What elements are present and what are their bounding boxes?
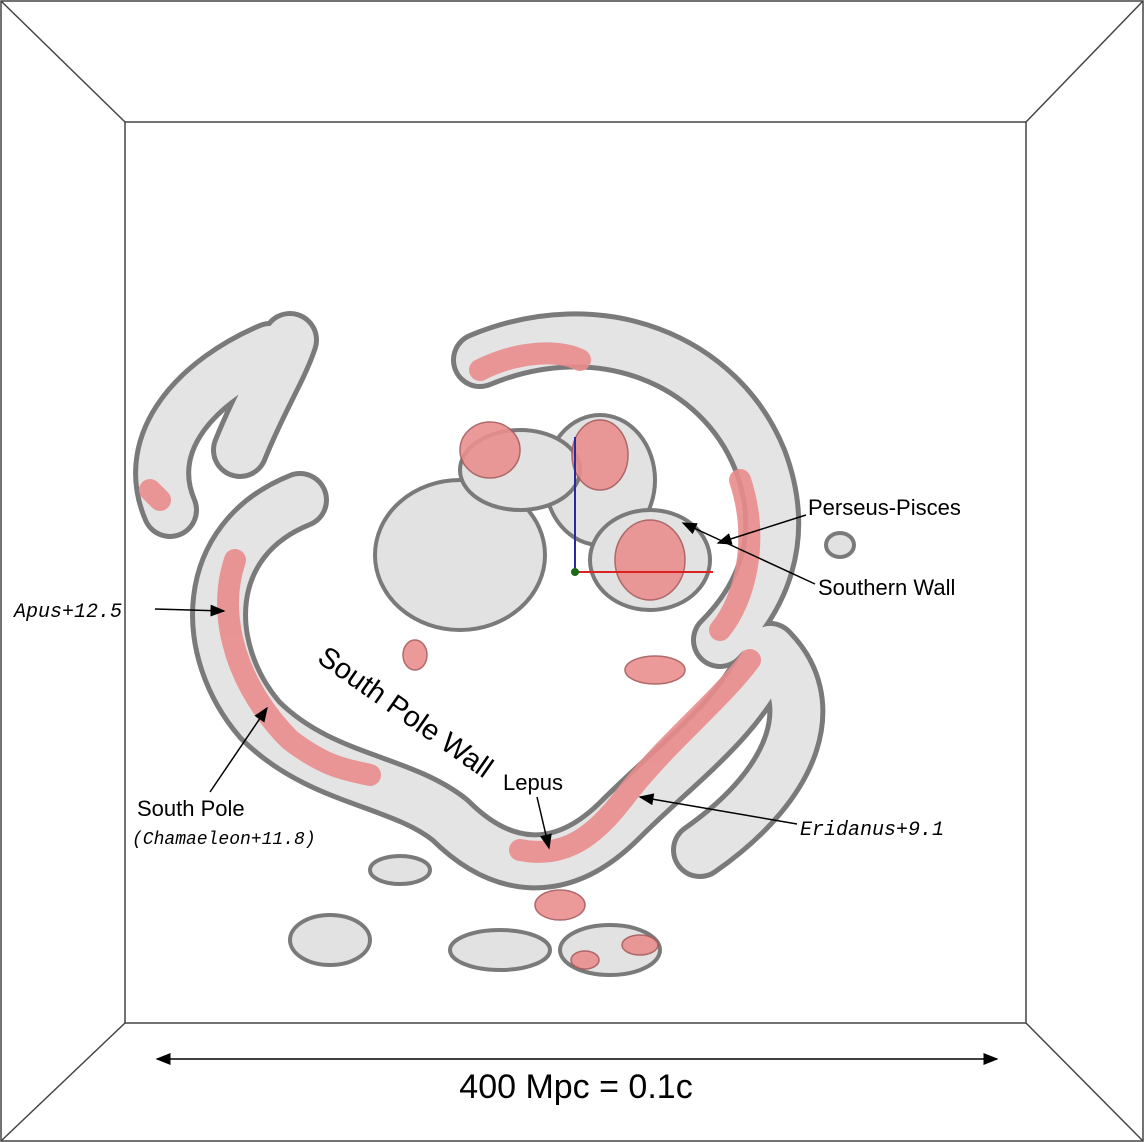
scale-bar-label: 400 Mpc = 0.1c bbox=[459, 1068, 692, 1106]
label: (Chamaeleon+11.8) bbox=[132, 830, 316, 850]
label: Southern Wall bbox=[818, 575, 955, 600]
label: South Pole bbox=[137, 796, 245, 821]
label: Eridanus+9.1 bbox=[800, 819, 944, 842]
label: Perseus-Pisces bbox=[808, 495, 961, 520]
density-surfaces bbox=[133, 311, 856, 977]
label: Lepus bbox=[503, 770, 563, 795]
leader-arrows bbox=[154, 514, 999, 1065]
label: Apus+12.5 bbox=[12, 601, 122, 624]
axes-gizmo bbox=[571, 437, 713, 576]
